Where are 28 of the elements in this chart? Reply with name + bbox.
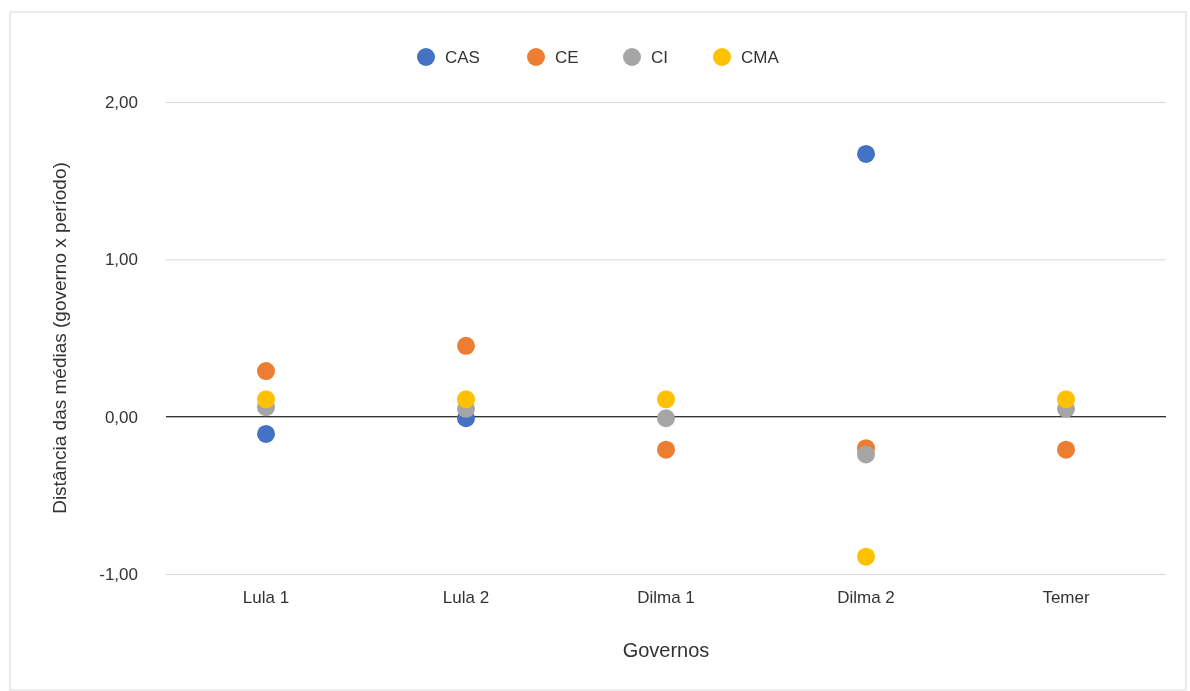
point	[257, 362, 275, 381]
point	[257, 390, 275, 409]
point	[1057, 390, 1075, 409]
y-tick-label: 0,00	[104, 407, 138, 427]
y-tick-label: 2,00	[104, 92, 138, 112]
x-tick-label: Lula 1	[242, 588, 290, 607]
point	[857, 547, 875, 566]
legend-label: CAS	[445, 48, 480, 67]
x-tick-label: Lula 2	[442, 588, 490, 607]
point	[257, 424, 275, 443]
x-tick-label: Temer	[1042, 588, 1090, 607]
point	[457, 390, 475, 409]
point	[857, 144, 875, 163]
point	[657, 440, 675, 459]
y-tick-label: -1,00	[99, 564, 138, 584]
point	[657, 390, 675, 409]
y-tick-label: 1,00	[104, 250, 138, 270]
x-tick-label: Dilma 1	[637, 588, 695, 607]
legend-label: CI	[651, 48, 668, 67]
point	[857, 445, 875, 464]
legend-label: CE	[555, 48, 579, 67]
legend-label: CMA	[741, 48, 780, 67]
point	[657, 409, 675, 428]
point	[457, 336, 475, 355]
point	[1057, 440, 1075, 459]
y-axis-title: Distância das médias (governo x período)	[49, 162, 70, 514]
x-tick-label: Dilma 2	[837, 588, 895, 607]
x-axis-title: Governos	[622, 639, 710, 661]
